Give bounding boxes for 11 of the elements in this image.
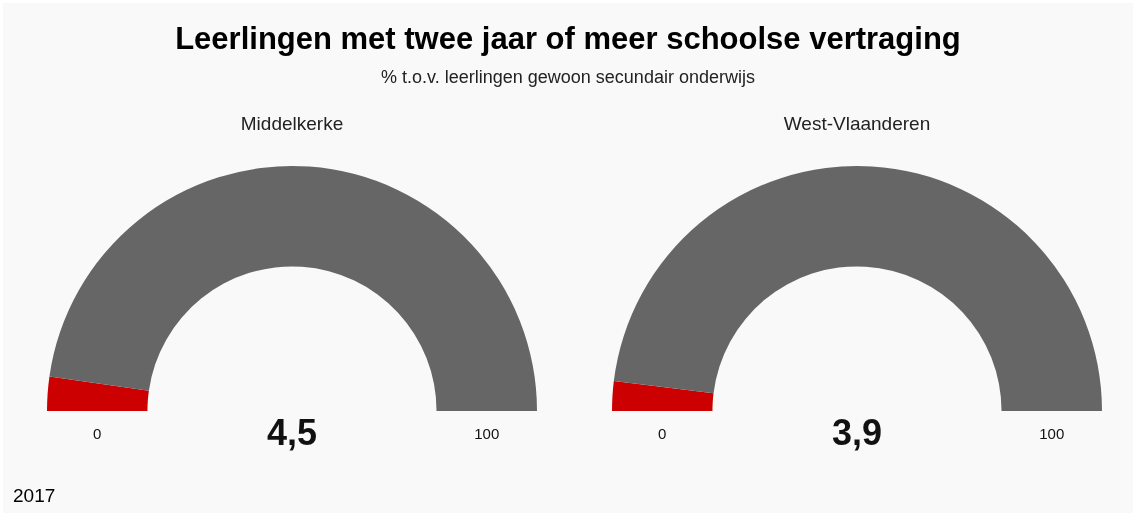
text: % t.o.v. leerlingen gewoon secundair onderwijs xyxy=(380,67,756,88)
chart-title: Middelkerke xyxy=(239,113,345,135)
text: 3,9 xyxy=(831,411,883,453)
text: 0 xyxy=(93,425,102,443)
text: 4,5 xyxy=(266,411,318,453)
text: 100 xyxy=(1039,425,1065,443)
text: Leerlingen met twee jaar of meer schoolse vertraging xyxy=(174,21,962,57)
text: 0 xyxy=(658,425,667,443)
text: 100 xyxy=(474,425,500,443)
text: 2017 xyxy=(13,485,56,507)
chart-title: West-Vlaanderen xyxy=(782,113,932,135)
